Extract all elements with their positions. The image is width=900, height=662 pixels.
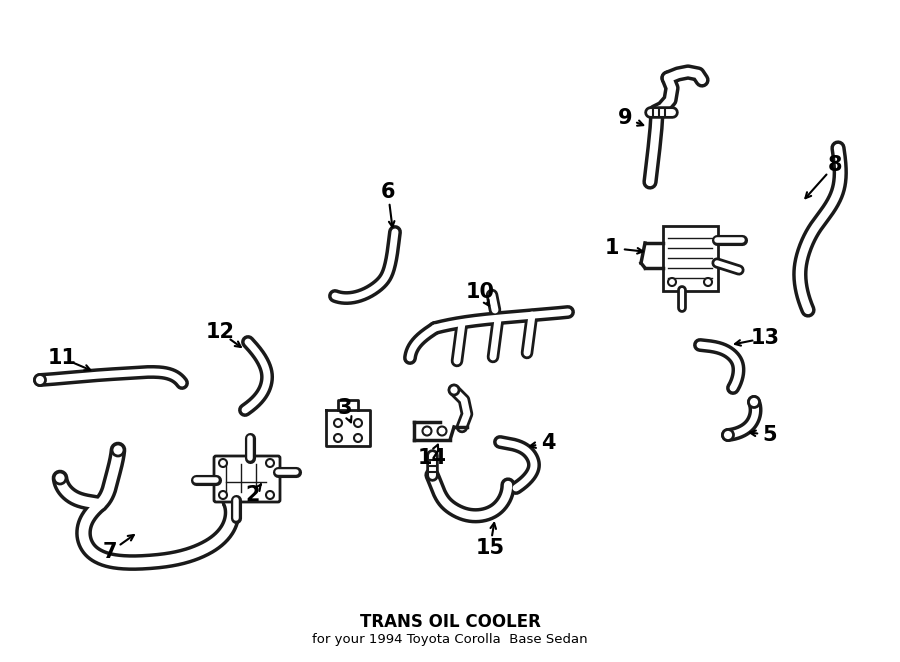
Circle shape [34,375,46,385]
Text: 9: 9 [617,108,633,128]
Text: 1: 1 [605,238,619,258]
Circle shape [54,472,66,484]
Text: 5: 5 [762,425,778,445]
Circle shape [112,444,124,456]
Text: TRANS OIL COOLER: TRANS OIL COOLER [360,613,540,631]
Circle shape [334,419,342,427]
Bar [663,226,718,291]
Circle shape [266,459,274,467]
Circle shape [668,278,676,286]
Text: 7: 7 [103,542,117,562]
Circle shape [354,419,362,427]
Circle shape [354,434,362,442]
FancyBboxPatch shape [214,456,280,502]
Circle shape [422,426,431,436]
Circle shape [266,491,274,499]
Text: 3: 3 [338,398,352,418]
Circle shape [749,397,760,408]
Circle shape [219,491,227,499]
Circle shape [449,385,459,395]
Text: 14: 14 [418,448,446,468]
Text: 15: 15 [475,538,505,558]
Text: 13: 13 [751,328,779,348]
Text: 6: 6 [381,182,395,202]
Circle shape [437,426,446,436]
Text: 10: 10 [465,282,494,302]
Text: 11: 11 [48,348,76,368]
Text: 2: 2 [246,485,260,505]
Circle shape [219,459,227,467]
Circle shape [704,278,712,286]
Text: 12: 12 [205,322,235,342]
Text: 8: 8 [828,155,842,175]
Text: for your 1994 Toyota Corolla  Base Sedan: for your 1994 Toyota Corolla Base Sedan [312,634,588,647]
Text: 4: 4 [541,433,555,453]
Circle shape [723,430,734,440]
Circle shape [334,434,342,442]
